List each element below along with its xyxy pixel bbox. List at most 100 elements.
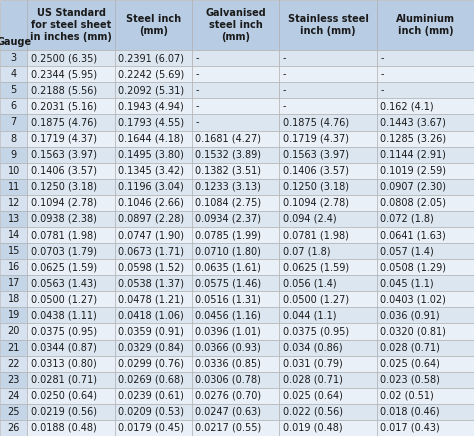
Text: 0.0306 (0.78): 0.0306 (0.78) bbox=[195, 375, 261, 385]
Text: -: - bbox=[283, 69, 286, 79]
Text: 23: 23 bbox=[8, 375, 20, 385]
Text: 0.1495 (3.80): 0.1495 (3.80) bbox=[118, 150, 184, 160]
Text: 0.1532 (3.89): 0.1532 (3.89) bbox=[195, 150, 262, 160]
Bar bbox=[115, 130, 192, 146]
Bar bbox=[279, 259, 377, 275]
Bar bbox=[377, 340, 474, 356]
Text: 0.022 (0.56): 0.022 (0.56) bbox=[283, 407, 343, 417]
Text: 22: 22 bbox=[8, 359, 20, 369]
Text: 0.0478 (1.21): 0.0478 (1.21) bbox=[118, 294, 184, 304]
Text: 0.0247 (0.63): 0.0247 (0.63) bbox=[195, 407, 262, 417]
Text: 0.0500 (1.27): 0.0500 (1.27) bbox=[283, 294, 349, 304]
Text: 0.094 (2.4): 0.094 (2.4) bbox=[283, 214, 337, 224]
Bar bbox=[192, 291, 279, 307]
Text: 24: 24 bbox=[8, 391, 20, 401]
Text: 0.028 (0.71): 0.028 (0.71) bbox=[380, 343, 440, 353]
Bar bbox=[0, 340, 27, 356]
Text: 0.0808 (2.05): 0.0808 (2.05) bbox=[380, 198, 446, 208]
Text: US Standard
for steel sheet
in inches (mm): US Standard for steel sheet in inches (m… bbox=[30, 8, 112, 42]
Bar bbox=[115, 179, 192, 195]
Text: 0.1563 (3.97): 0.1563 (3.97) bbox=[283, 150, 349, 160]
Bar bbox=[377, 99, 474, 114]
Bar bbox=[0, 50, 27, 66]
Bar bbox=[0, 420, 27, 436]
Bar bbox=[279, 0, 377, 50]
Text: 0.1719 (4.37): 0.1719 (4.37) bbox=[31, 133, 97, 143]
Bar bbox=[192, 307, 279, 324]
Text: -: - bbox=[283, 53, 286, 63]
Bar bbox=[27, 146, 115, 163]
Text: 0.0396 (1.01): 0.0396 (1.01) bbox=[195, 327, 261, 337]
Text: 0.2092 (5.31): 0.2092 (5.31) bbox=[118, 85, 184, 95]
Text: 0.02 (0.51): 0.02 (0.51) bbox=[380, 391, 434, 401]
Text: -: - bbox=[283, 85, 286, 95]
Bar bbox=[192, 324, 279, 340]
Bar bbox=[377, 388, 474, 404]
Text: 0.2188 (5.56): 0.2188 (5.56) bbox=[31, 85, 97, 95]
Bar bbox=[377, 211, 474, 227]
Bar bbox=[192, 243, 279, 259]
Text: 0.0366 (0.93): 0.0366 (0.93) bbox=[195, 343, 261, 353]
Bar bbox=[115, 66, 192, 82]
Bar bbox=[0, 66, 27, 82]
Bar bbox=[0, 371, 27, 388]
Bar bbox=[115, 211, 192, 227]
Text: 0.023 (0.58): 0.023 (0.58) bbox=[380, 375, 440, 385]
Text: Gauge: Gauge bbox=[0, 37, 31, 47]
Text: 21: 21 bbox=[8, 343, 20, 353]
Bar bbox=[279, 130, 377, 146]
Bar bbox=[377, 114, 474, 130]
Text: 0.2391 (6.07): 0.2391 (6.07) bbox=[118, 53, 184, 63]
Bar bbox=[27, 324, 115, 340]
Bar bbox=[279, 50, 377, 66]
Bar bbox=[27, 227, 115, 243]
Bar bbox=[115, 114, 192, 130]
Bar bbox=[279, 243, 377, 259]
Bar bbox=[192, 179, 279, 195]
Text: 25: 25 bbox=[8, 407, 20, 417]
Bar bbox=[377, 259, 474, 275]
Bar bbox=[115, 243, 192, 259]
Text: 0.1406 (3.57): 0.1406 (3.57) bbox=[31, 166, 97, 176]
Bar bbox=[279, 146, 377, 163]
Text: 0.1793 (4.55): 0.1793 (4.55) bbox=[118, 117, 184, 127]
Bar bbox=[0, 195, 27, 211]
Text: 0.0217 (0.55): 0.0217 (0.55) bbox=[195, 423, 262, 433]
Text: 26: 26 bbox=[8, 423, 20, 433]
Bar bbox=[192, 340, 279, 356]
Bar bbox=[192, 0, 279, 50]
Bar bbox=[27, 211, 115, 227]
Bar bbox=[27, 371, 115, 388]
Text: 0.0785 (1.99): 0.0785 (1.99) bbox=[195, 230, 262, 240]
Text: 0.1943 (4.94): 0.1943 (4.94) bbox=[118, 102, 184, 112]
Bar bbox=[27, 291, 115, 307]
Text: 0.1719 (4.37): 0.1719 (4.37) bbox=[283, 133, 349, 143]
Text: 0.0239 (0.61): 0.0239 (0.61) bbox=[118, 391, 184, 401]
Bar bbox=[0, 114, 27, 130]
Text: 0.2500 (6.35): 0.2500 (6.35) bbox=[31, 53, 97, 63]
Bar bbox=[0, 243, 27, 259]
Text: 0.0344 (0.87): 0.0344 (0.87) bbox=[31, 343, 97, 353]
Bar bbox=[279, 275, 377, 291]
Text: 0.031 (0.79): 0.031 (0.79) bbox=[283, 359, 343, 369]
Text: 0.2031 (5.16): 0.2031 (5.16) bbox=[31, 102, 97, 112]
Text: 0.1382 (3.51): 0.1382 (3.51) bbox=[195, 166, 262, 176]
Bar bbox=[27, 404, 115, 420]
Text: -: - bbox=[195, 85, 199, 95]
Text: 0.1681 (4.27): 0.1681 (4.27) bbox=[195, 133, 262, 143]
Bar bbox=[279, 179, 377, 195]
Text: 8: 8 bbox=[10, 133, 17, 143]
Text: 0.034 (0.86): 0.034 (0.86) bbox=[283, 343, 342, 353]
Text: 5: 5 bbox=[10, 85, 17, 95]
Text: 9: 9 bbox=[10, 150, 17, 160]
Bar bbox=[192, 275, 279, 291]
Text: 0.0938 (2.38): 0.0938 (2.38) bbox=[31, 214, 97, 224]
Bar bbox=[377, 66, 474, 82]
Text: 0.0508 (1.29): 0.0508 (1.29) bbox=[380, 262, 446, 272]
Text: 0.1084 (2.75): 0.1084 (2.75) bbox=[195, 198, 262, 208]
Text: 0.1046 (2.66): 0.1046 (2.66) bbox=[118, 198, 184, 208]
Bar bbox=[0, 163, 27, 179]
Bar bbox=[115, 404, 192, 420]
Text: 0.2242 (5.69): 0.2242 (5.69) bbox=[118, 69, 184, 79]
Bar bbox=[115, 99, 192, 114]
